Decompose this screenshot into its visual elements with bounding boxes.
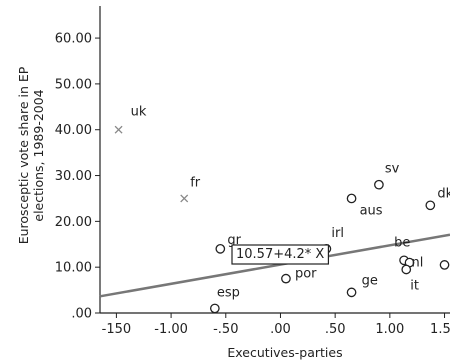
y-tick-label: 50.00 — [55, 77, 92, 92]
point-marker-x-stroke — [180, 194, 189, 203]
y-axis-label: Eurosceptic vote share in EPelections, 1… — [16, 66, 46, 244]
y-tick-label: 10.00 — [55, 261, 92, 276]
y-tick-label: .00 — [71, 307, 92, 322]
x-tick-label: -.50 — [213, 322, 238, 337]
point-label-fr: fr — [190, 175, 201, 190]
point-marker — [215, 244, 226, 254]
x-tick-label: 1.50 — [430, 322, 450, 337]
point-marker-x — [114, 125, 123, 134]
y-tick-label: 40.00 — [55, 123, 92, 138]
point-marker — [374, 179, 384, 190]
axes: .00 10.00 20.00 30.00 40.00 50.00 60.00 -150 -1.… — [55, 6, 450, 337]
x-tick-label: -150 — [102, 322, 132, 337]
y-tick-label: 20.00 — [55, 215, 92, 230]
point-marker — [346, 193, 357, 204]
y-axis-label-line: elections, 1989-2004 — [31, 89, 46, 221]
fit-equation-label: 10.57+4.2* X — [236, 247, 324, 262]
x-tick-label: .00 — [270, 322, 291, 337]
point-label-it: it — [410, 278, 419, 293]
point-label-irl: irl — [331, 226, 344, 241]
point-marker — [281, 273, 291, 284]
point-label-uk: uk — [131, 105, 147, 120]
fit-line-group — [99, 233, 450, 298]
point-label-gr: gr — [227, 233, 241, 248]
point-label-nl: nl — [412, 256, 424, 271]
point-marker-x-stroke — [114, 125, 123, 134]
fit-equation: 10.57+4.2* X — [231, 244, 330, 265]
point-label-por: por — [295, 267, 317, 282]
point-marker — [401, 264, 412, 275]
point-label-be: be — [394, 235, 410, 250]
y-axis-label-line: Eurosceptic vote share in EP — [16, 66, 31, 244]
point-label-aus: aus — [360, 203, 383, 218]
point-label-esp: esp — [217, 285, 240, 300]
point-label-dk: dk — [437, 186, 450, 201]
x-tick-label: -1.00 — [154, 322, 188, 337]
x-tick-label: .50 — [325, 322, 346, 337]
data-points: ukfrgrespporirlgeaussvbenlitdkfin — [114, 105, 450, 314]
y-tick-label: 60.00 — [55, 32, 92, 47]
point-marker — [425, 200, 436, 211]
fit-line — [99, 233, 450, 298]
y-tick-label: 30.00 — [55, 169, 92, 184]
point-marker-x — [180, 194, 189, 203]
point-label-ge: ge — [362, 273, 378, 288]
point-marker — [209, 303, 220, 314]
x-tick-label: 1.00 — [375, 322, 404, 337]
point-marker — [346, 287, 357, 298]
point-label-sv: sv — [385, 162, 400, 177]
x-axis-label: Executives-parties — [227, 345, 342, 360]
fit-equation-box — [231, 244, 330, 265]
point-marker — [439, 260, 450, 270]
